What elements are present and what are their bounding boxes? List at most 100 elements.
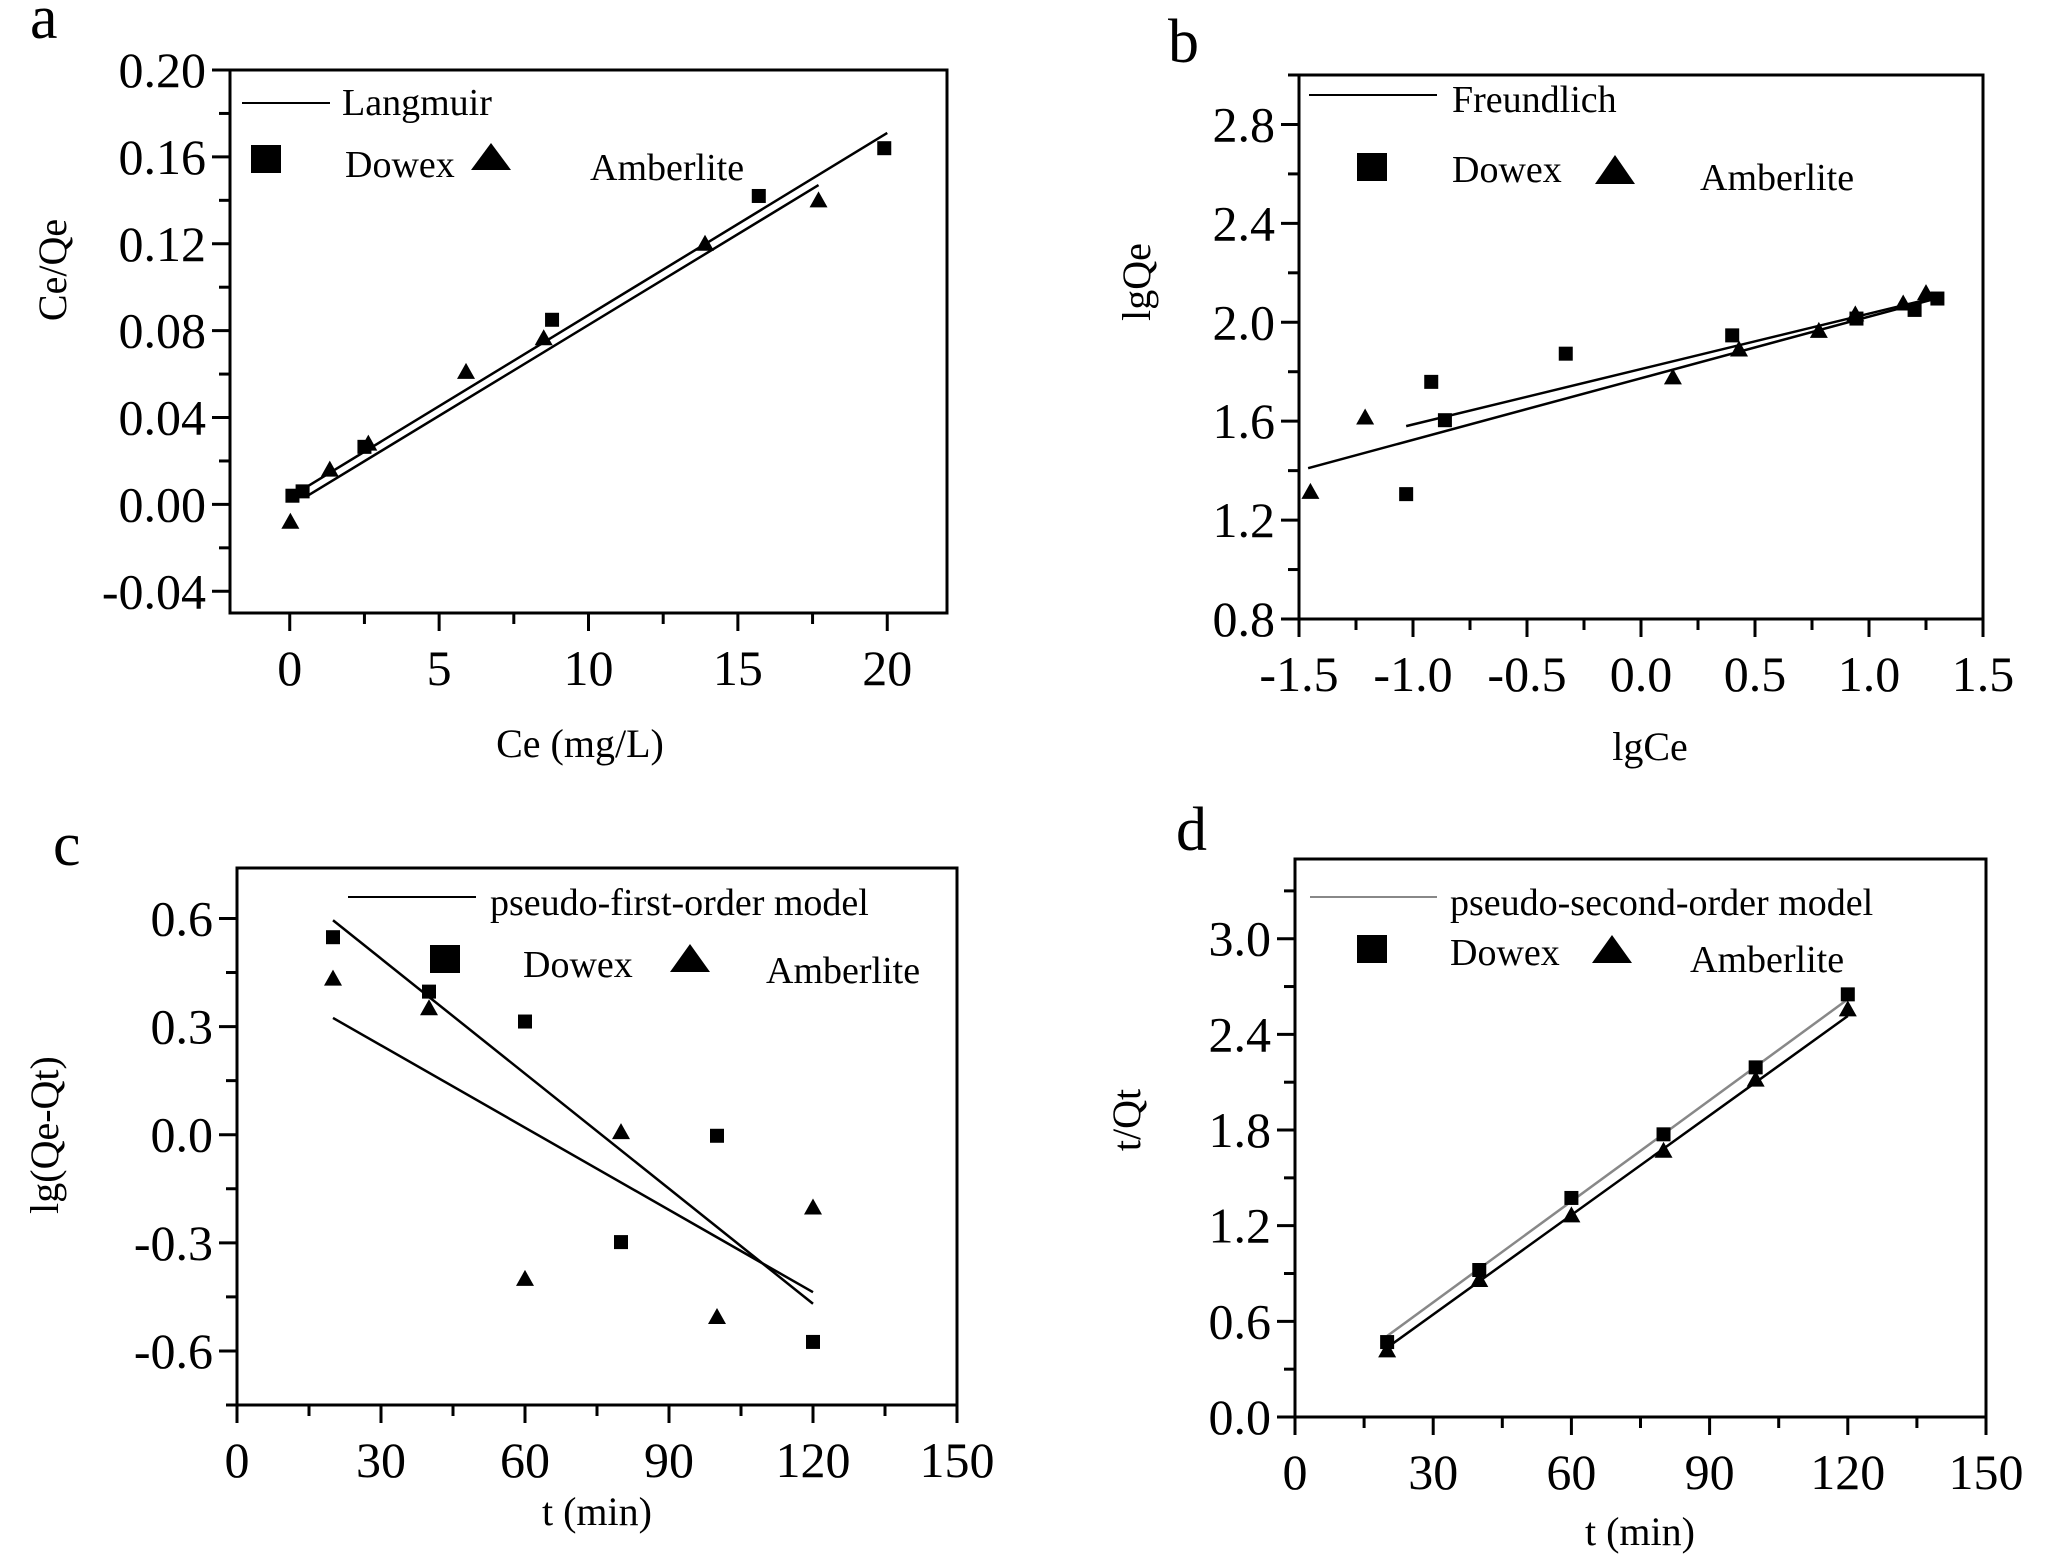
data-point-amberlite xyxy=(1301,482,1320,499)
legend-square-marker xyxy=(1357,153,1387,181)
y-tick-label: 2.4 xyxy=(1213,195,1276,251)
fit-line xyxy=(1386,998,1849,1338)
y-tick-label: 0.6 xyxy=(151,890,214,946)
x-tick-label: 150 xyxy=(1949,1444,2024,1500)
data-point-dowex xyxy=(751,188,766,203)
x-tick-label: -1.0 xyxy=(1373,646,1452,702)
data-point-dowex xyxy=(1930,291,1945,306)
x-tick-label: 60 xyxy=(1546,1444,1596,1500)
legend-square-marker xyxy=(1357,935,1387,963)
x-tick-label: 1.0 xyxy=(1838,646,1901,702)
legend-c: pseudo-first-order model Dowex Amberlite xyxy=(348,882,920,992)
panel-letter-b: b xyxy=(1168,8,1199,76)
x-tick-label: 60 xyxy=(500,1432,550,1488)
data-point-dowex xyxy=(1564,1190,1579,1205)
panel-d: d t/Qt t (min) 0 30 60 90 120 150 0.0 0.6 1.2 1.8… xyxy=(1104,796,2024,1554)
y-tick-label: 0.6 xyxy=(1209,1293,1272,1349)
data-point-dowex xyxy=(422,984,436,999)
y-tick-label: 0.0 xyxy=(151,1107,214,1163)
y-tick-label: 0.12 xyxy=(119,216,207,272)
data-point-amberlite xyxy=(320,460,339,477)
fit-line xyxy=(332,1016,814,1294)
y-tick-label: 0.08 xyxy=(119,303,207,359)
fit-line xyxy=(1307,298,1931,470)
legend-d: pseudo-second-order model Dowex Amberlit… xyxy=(1310,882,1873,981)
data-point-amberlite xyxy=(1917,284,1935,301)
panel-letter-a: a xyxy=(30,0,58,52)
x-tick-label: 30 xyxy=(1408,1444,1458,1500)
y-tick-label: 0.3 xyxy=(151,999,214,1055)
panel-a: a Ce/Qe Ce (mg/L) 0 5 10 15 20 -0.04 0.00 0.04 0… xyxy=(30,0,949,766)
data-point-amberlite xyxy=(612,1123,630,1140)
legend-series-label-amberlite: Amberlite xyxy=(766,950,920,992)
plot-frame xyxy=(1293,857,1988,1419)
x-tick-label: 0 xyxy=(225,1432,250,1488)
legend-series-label-amberlite: Amberlite xyxy=(1700,157,1854,199)
data-point-amberlite xyxy=(708,1308,726,1325)
data-point-dowex xyxy=(295,484,310,499)
x-tick-label: 20 xyxy=(862,640,912,696)
data-point-amberlite xyxy=(1654,1141,1673,1158)
fit-line xyxy=(307,184,820,497)
x-tick-label: 120 xyxy=(776,1432,851,1488)
data-point-amberlite xyxy=(420,999,438,1016)
legend-line-label: pseudo-first-order model xyxy=(490,882,869,924)
data-point-dowex xyxy=(518,1014,532,1029)
y-tick-label: 1.6 xyxy=(1213,393,1276,449)
data-point-amberlite xyxy=(1838,1000,1857,1017)
data-point-amberlite xyxy=(1356,408,1375,425)
plot-frame xyxy=(228,68,949,615)
data-point-amberlite xyxy=(281,512,300,529)
x-tick-label: 0.5 xyxy=(1724,646,1787,702)
x-tick-label: 30 xyxy=(356,1432,406,1488)
data-point-dowex xyxy=(1558,346,1573,361)
data-point-amberlite xyxy=(696,234,715,251)
x-axis-title-d: t (min) xyxy=(1585,1509,1695,1554)
y-tick-label: 0.0 xyxy=(1209,1389,1272,1445)
legend-series-label-dowex: Dowex xyxy=(1452,149,1562,191)
x-tick-label: 10 xyxy=(564,640,614,696)
data-point-amberlite xyxy=(1663,368,1682,385)
fit-line xyxy=(302,131,888,491)
fit-line xyxy=(1405,296,1936,428)
data-point-dowex xyxy=(1656,1127,1671,1142)
data-point-dowex xyxy=(1424,374,1439,389)
legend-b: Freundlich Dowex Amberlite xyxy=(1309,79,1854,199)
legend-square-marker xyxy=(251,145,281,173)
x-tick-label: -0.5 xyxy=(1487,646,1566,702)
data-point-dowex xyxy=(806,1334,820,1349)
x-tick-label: 5 xyxy=(427,640,452,696)
data-point-amberlite xyxy=(1470,1271,1489,1288)
legend-line-label: pseudo-second-order model xyxy=(1450,882,1873,924)
data-point-dowex xyxy=(1437,413,1452,428)
data-point-amberlite xyxy=(1746,1070,1765,1087)
y-tick-label: 2.8 xyxy=(1213,96,1276,152)
data-point-amberlite xyxy=(804,1198,822,1215)
data-point-dowex xyxy=(1725,328,1740,343)
fit-line xyxy=(1386,1015,1849,1349)
legend-series-label-dowex: Dowex xyxy=(523,944,633,986)
data-point-dowex xyxy=(614,1235,628,1250)
x-axis-title-c: t (min) xyxy=(542,1489,652,1534)
data-point-dowex xyxy=(326,930,340,945)
data-point-amberlite xyxy=(534,329,553,346)
x-tick-label: 120 xyxy=(1810,1444,1885,1500)
plot-frame xyxy=(1297,73,1985,621)
legend-line-label: Freundlich xyxy=(1452,79,1617,121)
y-axis-title-c: lg(Qe-Qt) xyxy=(22,1056,67,1214)
data-point-dowex xyxy=(710,1128,724,1143)
y-tick-label: 1.2 xyxy=(1209,1198,1272,1254)
data-point-amberlite xyxy=(1378,1341,1397,1358)
panel-b: b lgQe lgCe -1.5 -1.0 -0.5 0.0 0.5 1.0 1.5 0.8 1… xyxy=(1114,8,2014,769)
x-tick-label: 90 xyxy=(644,1432,694,1488)
x-axis-title-b: lgCe xyxy=(1612,724,1688,769)
y-tick-label: 1.2 xyxy=(1213,492,1276,548)
y-tick-label: 2.0 xyxy=(1213,294,1276,350)
data-point-amberlite xyxy=(1894,294,1913,311)
panel-c: c lg(Qe-Qt) t (min) 0 30 60 90 120 150 -0.6 -0.… xyxy=(22,811,995,1534)
legend-triangle-marker xyxy=(1592,935,1632,963)
y-axis-title-b: lgQe xyxy=(1114,243,1159,321)
x-tick-label: 0.0 xyxy=(1610,646,1673,702)
data-point-amberlite xyxy=(324,969,342,986)
data-point-dowex xyxy=(1472,1263,1487,1278)
